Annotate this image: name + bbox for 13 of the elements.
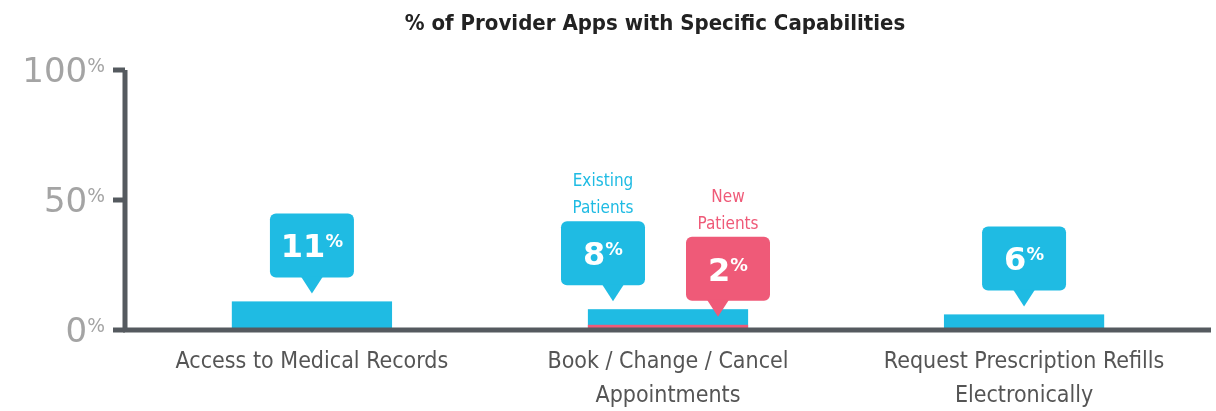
data-label: 2$^{%}$ bbox=[708, 250, 749, 289]
y-tick-label: 50$^{%}$ bbox=[43, 180, 105, 220]
text: New Patients bbox=[697, 185, 759, 233]
x-tick-label: Book / Change / Cancel Appointments bbox=[547, 347, 789, 407]
data-label: 11$^{%}$ bbox=[280, 227, 344, 266]
x-tick-label: Request Prescription Refills Electronically bbox=[883, 347, 1165, 407]
data-label: 6$^{%}$ bbox=[1004, 240, 1045, 279]
y-tick-label: 0$^{%}$ bbox=[65, 310, 105, 350]
data-label: 8$^{%}$ bbox=[583, 235, 624, 274]
x-tick-label: Access to Medical Records bbox=[175, 347, 449, 373]
y-tick-label: 100$^{%}$ bbox=[22, 50, 105, 90]
chart-title: % of Provider Apps with Specific Capabilities bbox=[404, 10, 906, 35]
text: Existing Patients bbox=[572, 170, 634, 218]
